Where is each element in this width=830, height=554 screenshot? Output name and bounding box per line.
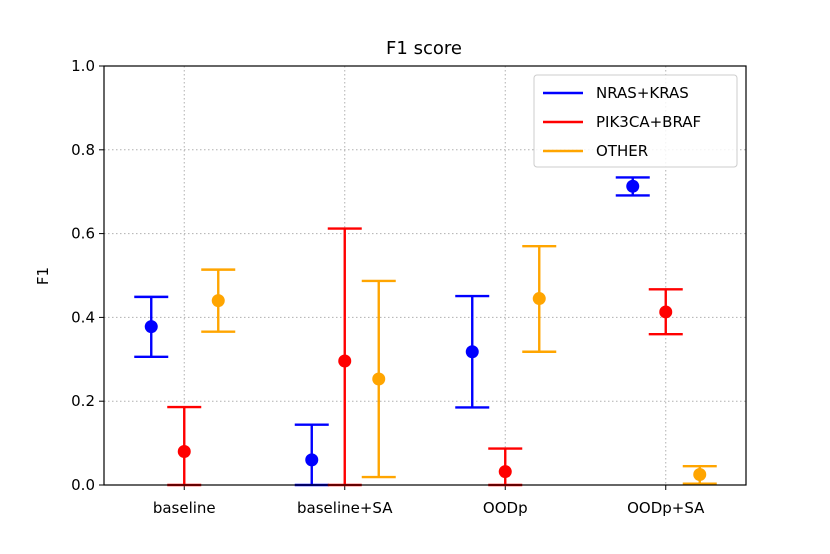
legend-label: OTHER: [596, 142, 648, 160]
data-point: [465, 345, 479, 359]
y-axis-ticks: 0.0 0.2 0.4 0.6 0.8 1.0: [71, 57, 104, 494]
y-axis-label: F1: [34, 267, 52, 285]
legend-label: PIK3CA+BRAF: [596, 113, 701, 131]
legend-item: PIK3CA+BRAF: [543, 113, 701, 131]
data-point: [144, 320, 158, 334]
legend-item: OTHER: [543, 142, 648, 160]
data-point: [626, 179, 640, 193]
data-point: [177, 444, 191, 458]
data-point: [211, 294, 225, 308]
data-point: [305, 453, 319, 467]
legend-label: NRAS+KRAS: [596, 84, 689, 102]
chart-title: F1 score: [386, 38, 462, 59]
y-tick-label: 0.0: [71, 476, 95, 494]
legend-item: NRAS+KRAS: [543, 84, 689, 102]
data-point: [659, 305, 673, 319]
plot-frame: [103, 65, 747, 486]
legend-box: [533, 74, 738, 168]
x-tick-label: baseline+SA: [297, 499, 393, 517]
series-pik3ca-braf: [167, 227, 683, 487]
data-point: [532, 292, 546, 306]
legend: NRAS+KRAS PIK3CA+BRAF OTHER: [533, 74, 738, 168]
data-point: [338, 354, 352, 368]
series-other: [201, 244, 717, 485]
y-tick-label: 0.8: [71, 141, 95, 159]
data-point: [693, 468, 707, 482]
x-tick-label: OODp: [483, 499, 528, 517]
data-point: [372, 372, 386, 386]
y-tick-label: 1.0: [71, 57, 95, 75]
y-tick-label: 0.4: [71, 308, 95, 326]
data-point: [498, 465, 512, 479]
y-tick-label: 0.6: [71, 225, 95, 243]
x-axis-ticks: baseline baseline+SA OODp OODp+SA: [153, 485, 705, 517]
data-series: [134, 176, 717, 487]
x-tick-label: baseline: [153, 499, 216, 517]
series-nras-kras: [134, 176, 650, 487]
y-tick-label: 0.2: [71, 392, 95, 410]
x-tick-label: OODp+SA: [627, 499, 705, 517]
